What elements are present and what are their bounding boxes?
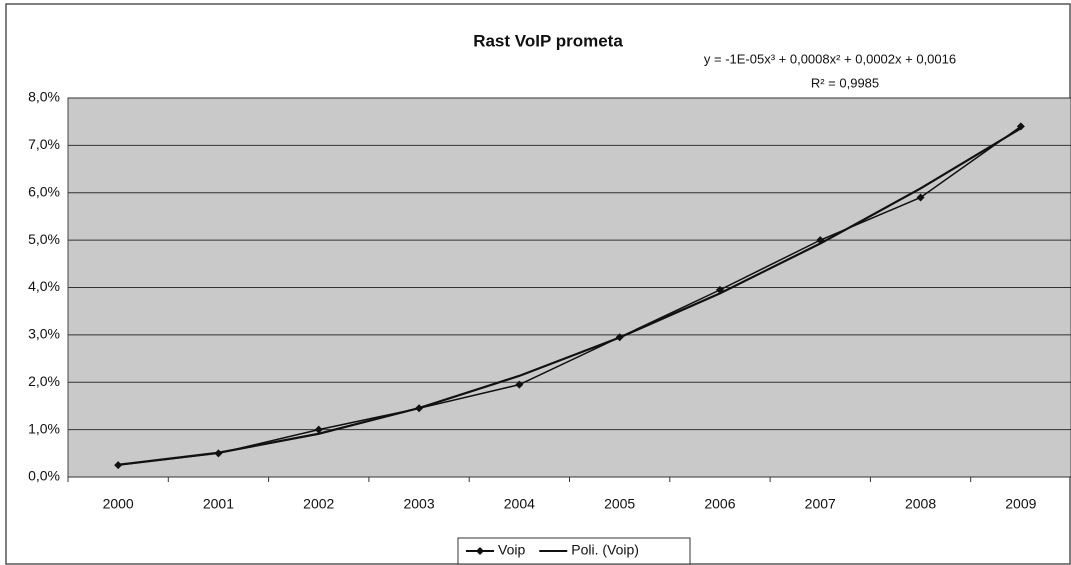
legend-marker <box>476 547 484 555</box>
x-tick-label: 2006 <box>704 496 735 512</box>
marker <box>114 461 123 470</box>
legend-label: Voip <box>498 542 525 558</box>
x-tick-label: 2007 <box>805 496 836 512</box>
x-tick-label: 2000 <box>103 496 134 512</box>
marker <box>515 380 524 389</box>
x-tick-label: 2008 <box>905 496 936 512</box>
y-tick-label: 1,0% <box>28 420 60 436</box>
y-tick-label: 4,0% <box>28 278 60 294</box>
legend-box <box>457 537 691 565</box>
y-tick-label: 5,0% <box>28 231 60 247</box>
x-tick-label: 2002 <box>303 496 334 512</box>
trend-equation: y = -1E-05x³ + 0,0008x² + 0,0002x + 0,00… <box>704 51 956 66</box>
y-tick-label: 3,0% <box>28 326 60 342</box>
r-squared: R² = 0,9985 <box>811 75 879 90</box>
x-tick-label: 2003 <box>403 496 434 512</box>
marker <box>314 425 323 434</box>
x-tick-label: 2009 <box>1005 496 1036 512</box>
y-tick-label: 0,0% <box>28 468 60 484</box>
series-line <box>118 127 1022 466</box>
y-tick-label: 7,0% <box>28 136 60 152</box>
series-line <box>118 125 1022 466</box>
y-tick-label: 8,0% <box>28 89 60 105</box>
legend-label: Poli. (Voip) <box>571 542 639 558</box>
x-tick-label: 2001 <box>203 496 234 512</box>
x-tick-label: 2005 <box>604 496 635 512</box>
y-tick-label: 2,0% <box>28 373 60 389</box>
chart-title: Rast VoIP prometa <box>473 31 623 50</box>
marker <box>916 193 925 202</box>
y-tick-label: 6,0% <box>28 183 60 199</box>
x-tick-label: 2004 <box>504 496 535 512</box>
